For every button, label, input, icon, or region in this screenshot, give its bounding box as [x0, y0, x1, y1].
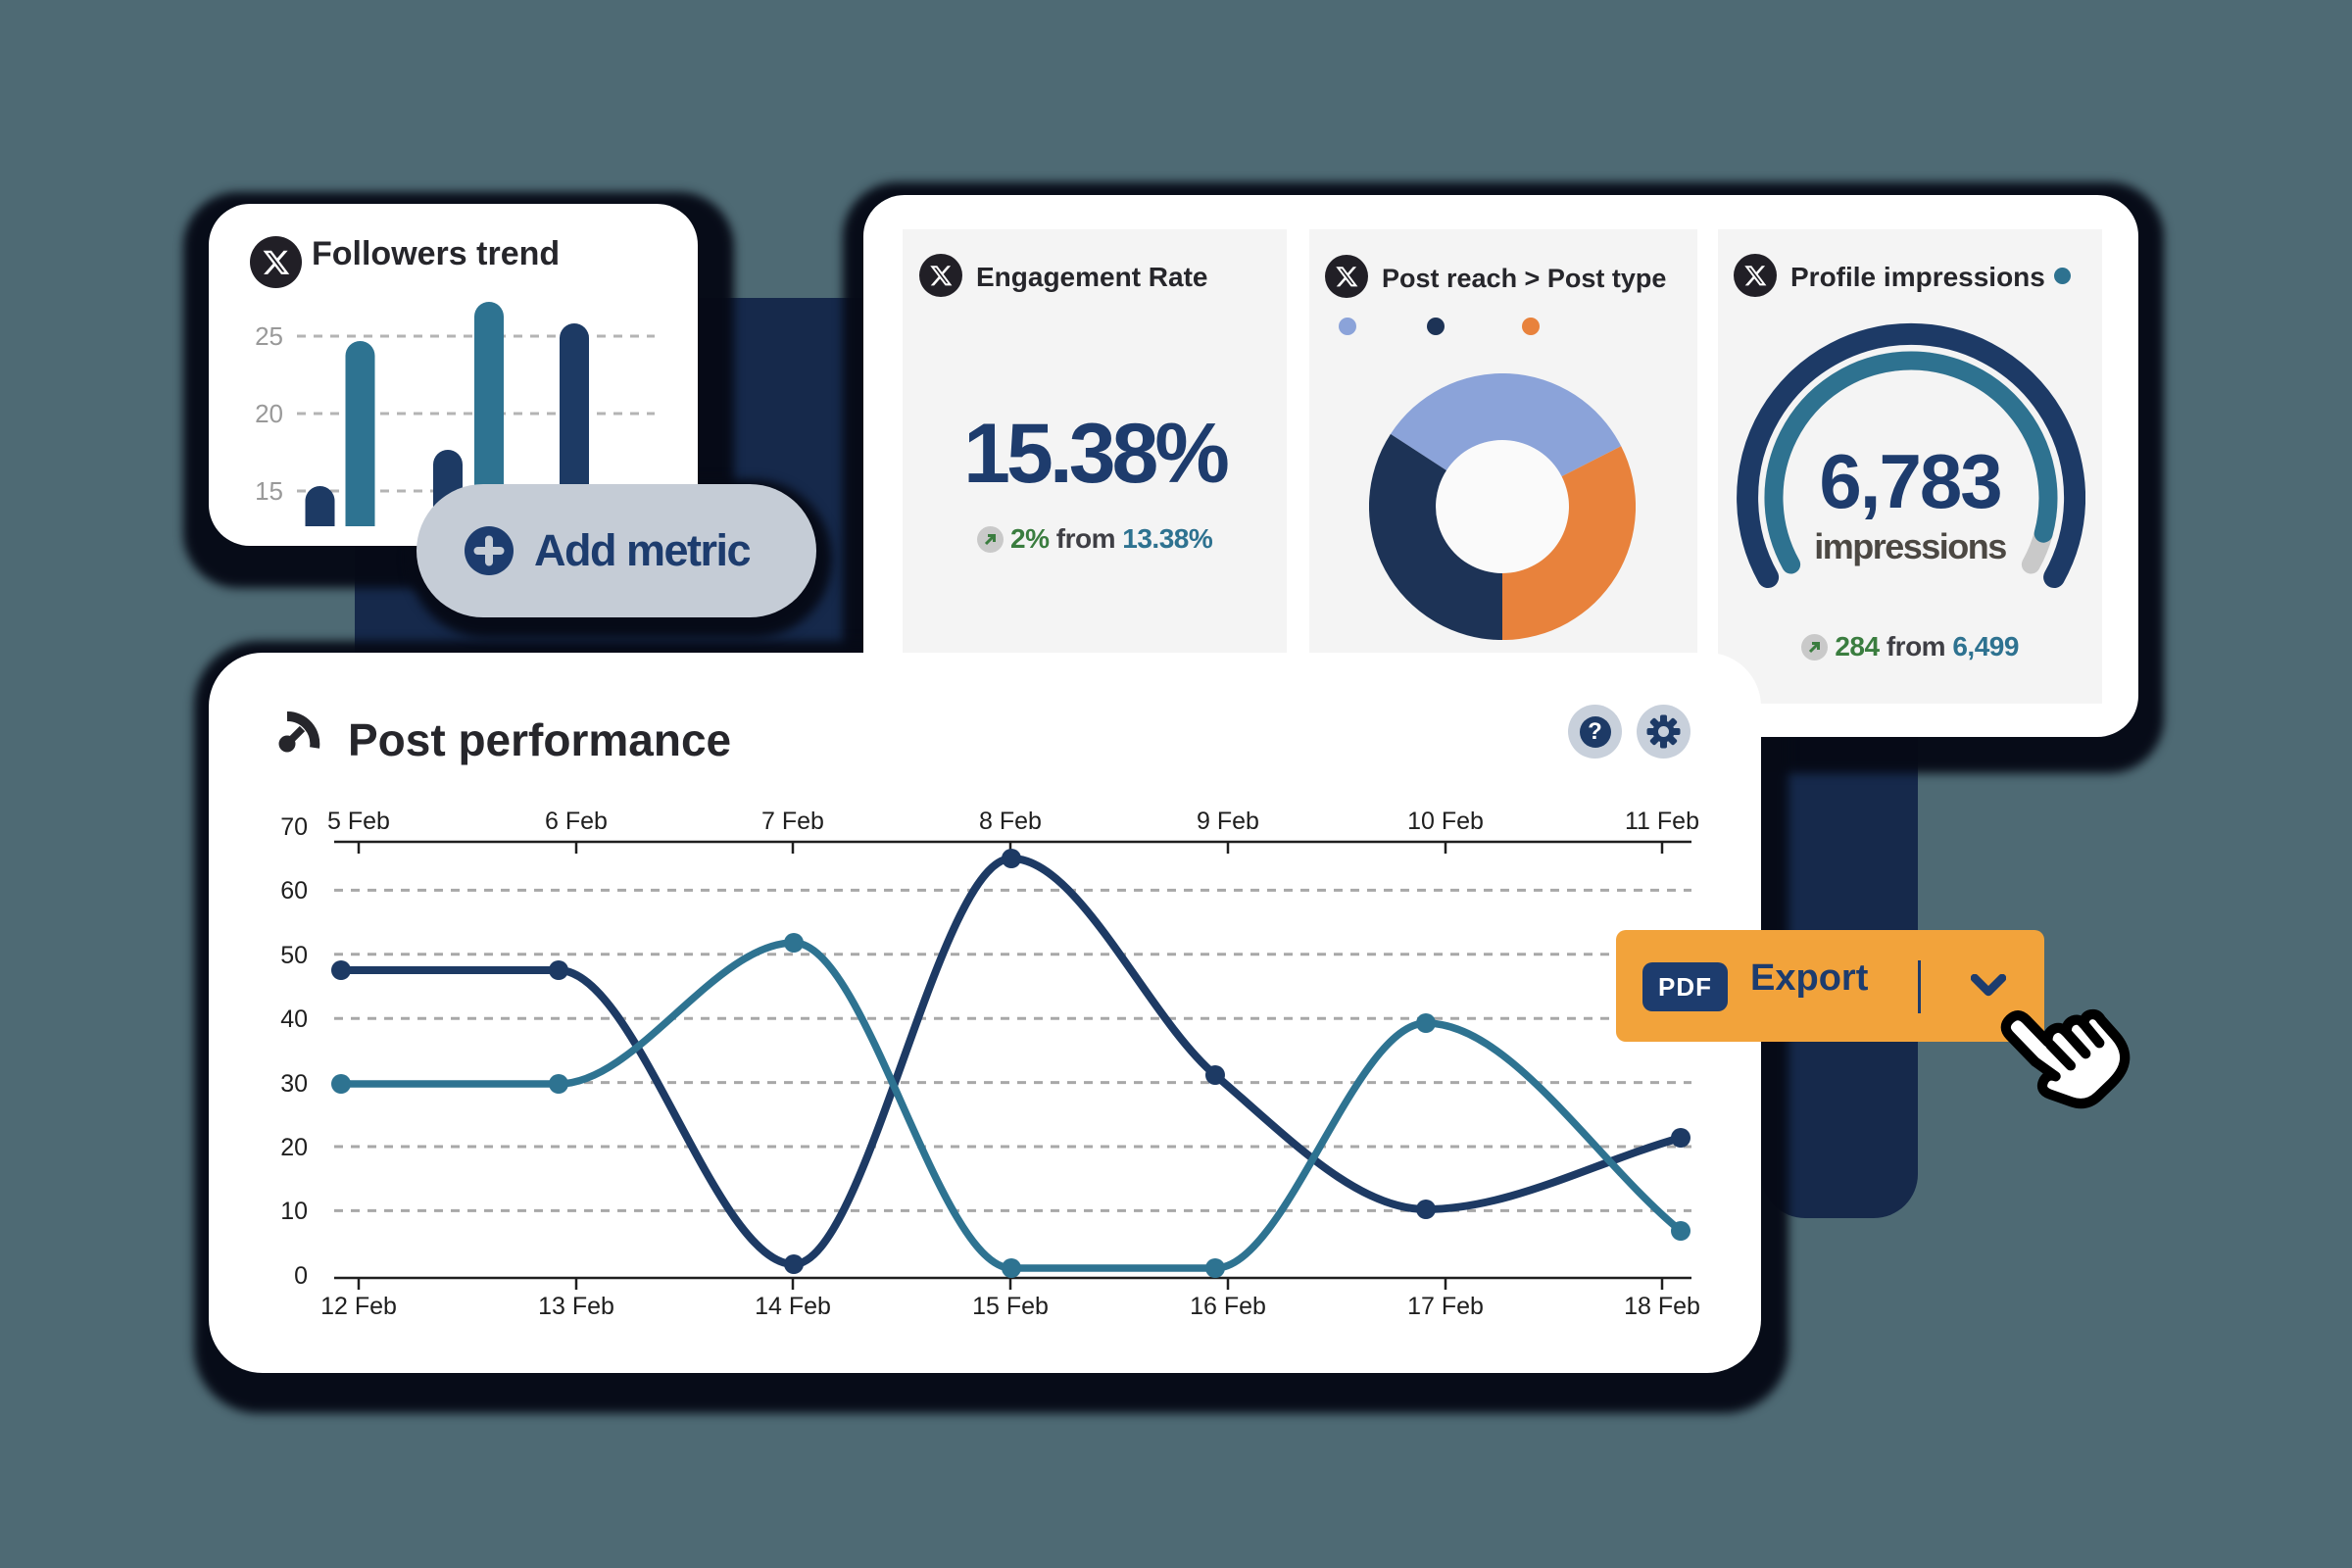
svg-text:11 Feb: 11 Feb — [1625, 808, 1699, 835]
svg-text:14 Feb: 14 Feb — [755, 1293, 831, 1320]
svg-text:10: 10 — [280, 1198, 308, 1225]
svg-text:16 Feb: 16 Feb — [1190, 1293, 1266, 1320]
svg-text:7 Feb: 7 Feb — [761, 808, 824, 835]
svg-text:12 Feb: 12 Feb — [320, 1293, 397, 1320]
svg-text:20: 20 — [280, 1134, 308, 1161]
svg-text:13 Feb: 13 Feb — [538, 1293, 614, 1320]
svg-text:60: 60 — [280, 877, 308, 905]
svg-text:20: 20 — [255, 399, 283, 428]
svg-text:9 Feb: 9 Feb — [1197, 808, 1259, 835]
svg-text:18 Feb: 18 Feb — [1624, 1293, 1700, 1320]
svg-text:30: 30 — [280, 1070, 308, 1098]
svg-text:17 Feb: 17 Feb — [1407, 1293, 1484, 1320]
svg-text:5 Feb: 5 Feb — [327, 808, 390, 835]
svg-text:40: 40 — [280, 1005, 308, 1033]
svg-text:25: 25 — [255, 321, 283, 351]
svg-text:15: 15 — [255, 476, 283, 506]
svg-text:50: 50 — [280, 942, 308, 969]
svg-text:8 Feb: 8 Feb — [979, 808, 1042, 835]
svg-text:6 Feb: 6 Feb — [545, 808, 608, 835]
svg-text:0: 0 — [294, 1262, 308, 1290]
svg-text:10 Feb: 10 Feb — [1407, 808, 1484, 835]
svg-text:15 Feb: 15 Feb — [972, 1293, 1049, 1320]
svg-text:70: 70 — [280, 813, 308, 841]
